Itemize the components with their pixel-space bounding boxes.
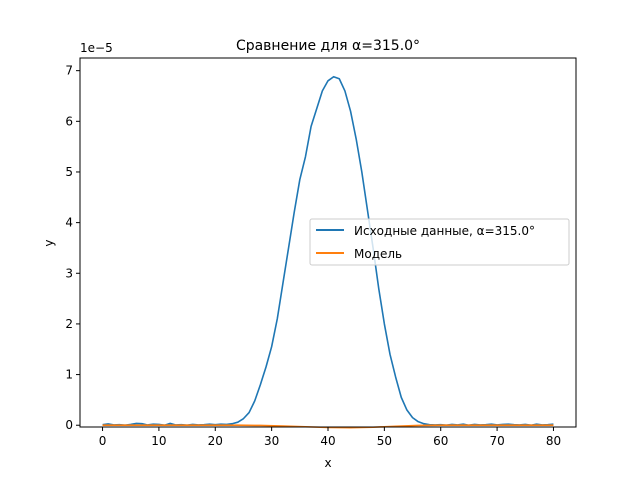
legend-label-model: Модель [354,247,402,261]
axes-frame [79,57,577,428]
y-tick-label: 0 [65,418,73,432]
x-tick-label: 20 [208,434,223,448]
x-tick-label: 30 [264,434,279,448]
x-axis-label: x [324,456,331,470]
chart-title: Сравнение для α=315.0° [236,38,420,54]
x-tick-label: 50 [377,434,392,448]
legend-label-original: Исходные данные, α=315.0° [354,224,535,238]
x-tick-label: 70 [489,434,504,448]
x-tick-label: 10 [151,434,166,448]
x-axis: 0 10 20 30 40 50 60 70 80 [99,427,561,448]
y-axis-label: y [42,239,56,246]
y-tick-label: 2 [65,317,73,331]
y-tick-label: 7 [65,64,73,78]
x-tick-label: 40 [320,434,335,448]
legend: Исходные данные, α=315.0° Модель [309,218,570,266]
y-tick-label: 6 [65,114,73,128]
y-tick-label: 4 [65,216,73,230]
x-tick-label: 60 [433,434,448,448]
y-axis: 0 1 2 3 4 5 6 7 [65,64,80,432]
y-tick-label: 5 [65,165,73,179]
y-tick-label: 1 [65,368,73,382]
legend-box [309,218,570,266]
y-tick-label: 3 [65,266,73,280]
x-tick-label: 0 [99,434,107,448]
x-tick-label: 80 [546,434,561,448]
y-offset-label: 1e−5 [80,41,113,55]
